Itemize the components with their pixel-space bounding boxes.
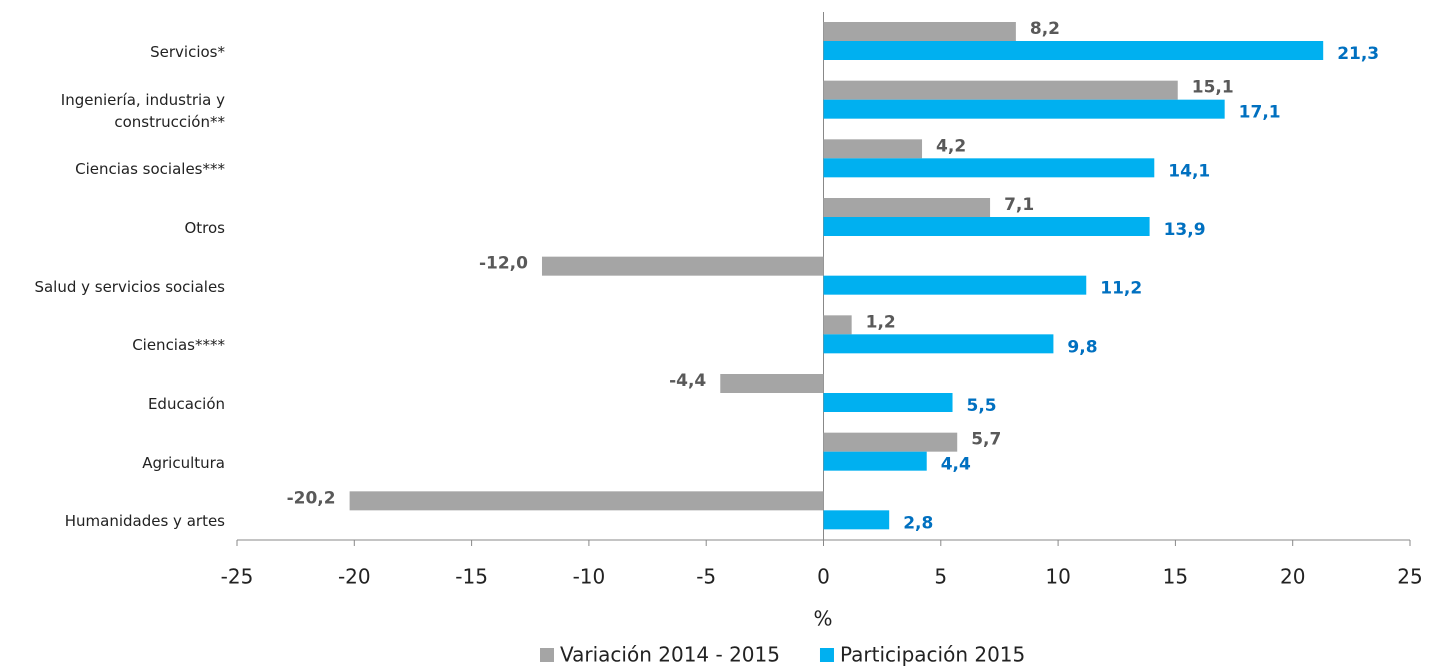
data-label: 4,4 bbox=[941, 455, 971, 475]
bar bbox=[823, 198, 991, 217]
bar bbox=[823, 432, 958, 452]
x-axis-label: % bbox=[813, 607, 832, 631]
bar bbox=[541, 256, 824, 276]
x-tick-label: 20 bbox=[1280, 565, 1305, 589]
bar bbox=[823, 275, 1087, 295]
x-tick-label: -20 bbox=[338, 565, 371, 589]
x-tick-label: 15 bbox=[1163, 565, 1188, 589]
legend-swatch bbox=[819, 648, 834, 662]
data-label: 14,1 bbox=[1168, 161, 1210, 181]
y-tick-label: Agricultura bbox=[142, 453, 225, 472]
x-tick-label: -5 bbox=[696, 565, 716, 589]
bar bbox=[823, 451, 927, 471]
data-label: -20,2 bbox=[287, 488, 336, 508]
x-tick-label: 0 bbox=[817, 565, 830, 589]
data-label: 8,2 bbox=[1030, 19, 1060, 39]
legend-label: Participación 2015 bbox=[840, 643, 1025, 667]
y-tick-label: Ciencias**** bbox=[132, 336, 225, 355]
y-tick-label: Humanidades y artes bbox=[64, 512, 225, 531]
bar bbox=[823, 139, 923, 159]
bar bbox=[823, 80, 1178, 100]
x-tick-label: -25 bbox=[221, 565, 254, 589]
y-tick-label: Ingeniería, industria y construcción** bbox=[60, 90, 225, 131]
bar bbox=[720, 374, 824, 393]
data-label: -4,4 bbox=[669, 371, 706, 391]
data-label: 21,3 bbox=[1337, 44, 1379, 64]
bar bbox=[823, 158, 1155, 178]
bar bbox=[823, 41, 1324, 60]
x-tick-label: 10 bbox=[1045, 565, 1070, 589]
data-label: 17,1 bbox=[1239, 103, 1281, 123]
data-label: -12,0 bbox=[479, 254, 528, 274]
data-label: 15,1 bbox=[1192, 78, 1234, 98]
legend-swatch bbox=[540, 648, 554, 662]
bar bbox=[823, 99, 1225, 119]
bar bbox=[823, 334, 1054, 354]
data-label: 13,9 bbox=[1164, 220, 1206, 240]
y-tick-label: Otros bbox=[184, 219, 225, 237]
bar bbox=[823, 217, 1150, 236]
data-label: 5,7 bbox=[971, 430, 1001, 450]
data-label: 11,2 bbox=[1100, 279, 1142, 299]
bar bbox=[349, 491, 824, 511]
y-tick-label: Ciencias sociales*** bbox=[75, 160, 225, 179]
data-label: 9,8 bbox=[1067, 337, 1097, 357]
legend-label: Variación 2014 - 2015 bbox=[560, 643, 780, 667]
y-tick-label: Educación bbox=[147, 395, 225, 413]
bar bbox=[823, 22, 1016, 41]
x-tick-label: 25 bbox=[1397, 565, 1422, 589]
data-label: 4,2 bbox=[936, 136, 966, 156]
bar bbox=[823, 315, 852, 335]
data-label: 7,1 bbox=[1004, 195, 1034, 215]
y-tick-label: Servicios* bbox=[150, 43, 225, 61]
bar bbox=[823, 510, 890, 530]
data-label: 1,2 bbox=[866, 312, 896, 332]
data-label: 5,5 bbox=[967, 396, 997, 416]
bar bbox=[823, 393, 953, 412]
data-label: 2,8 bbox=[903, 513, 933, 533]
x-tick-label: -10 bbox=[573, 565, 606, 589]
x-tick-label: -15 bbox=[455, 565, 488, 589]
y-tick-label: Salud y servicios sociales bbox=[34, 277, 225, 296]
x-tick-label: 5 bbox=[934, 565, 947, 589]
